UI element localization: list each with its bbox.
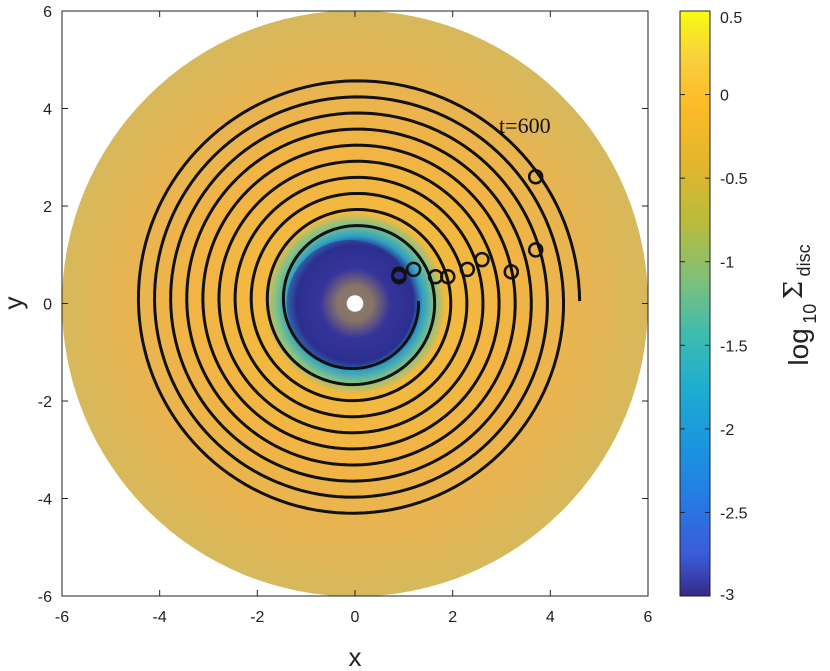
planet-marker-10: [391, 268, 407, 285]
y-tick-label: 0: [43, 297, 52, 314]
planet-markers: [391, 169, 544, 285]
colorbar-tick-label: -2: [720, 422, 734, 439]
colorbar-tick-label: -1: [720, 255, 734, 272]
colorbar-tick-label: 0: [720, 88, 729, 105]
planet-marker-5: [459, 261, 476, 278]
y-axis-label: y: [0, 297, 28, 310]
x-tick-label: 4: [546, 609, 555, 626]
colorbar-tick-label: -2.5: [720, 505, 748, 522]
central-star: [346, 295, 364, 312]
planet-marker-8: [405, 261, 422, 278]
planet-marker-4: [474, 251, 490, 268]
colorbar-tick-label: 0.5: [720, 10, 742, 27]
colorbar-ticks: 0.5 0 -0.5 -1 -1.5 -2 -2.5 -3: [680, 10, 748, 604]
x-tick-label: 2: [448, 609, 457, 626]
x-tick-label: -4: [153, 609, 167, 626]
planet-marker-2: [527, 242, 544, 258]
y-tick-label: 6: [43, 4, 52, 21]
colorbar-tick-label: -3: [720, 587, 734, 604]
x-tick-label: -2: [250, 609, 264, 626]
x-tick-label: -6: [55, 609, 69, 626]
time-annotation: t=600: [499, 113, 551, 138]
colorbar-label: log 10 Σ disc: [779, 244, 820, 365]
y-tick-label: -6: [38, 589, 52, 606]
colorbar-tick-label: -1.5: [720, 338, 748, 355]
y-tick-label: -4: [38, 492, 52, 509]
x-axis-label: x: [349, 642, 362, 671]
planet-marker-7: [427, 268, 444, 285]
planet-orbit-track: [136, 79, 582, 515]
colorbar: [679, 10, 711, 597]
y-tick-label: 2: [43, 199, 52, 216]
colorbar-tick-label: -0.5: [720, 171, 748, 188]
y-tick-label: 4: [43, 102, 52, 119]
planet-marker-3: [503, 264, 520, 280]
x-tick-label: 0: [351, 609, 360, 626]
x-axis-ticks: -6 -4 -2 0 2 4 6: [55, 11, 653, 626]
y-axis-ticks: 6 4 2 0 -2 -4 -6: [38, 4, 648, 606]
planet-marker-1: [527, 169, 544, 185]
x-tick-label: 6: [644, 609, 653, 626]
y-tick-label: -2: [38, 394, 52, 411]
